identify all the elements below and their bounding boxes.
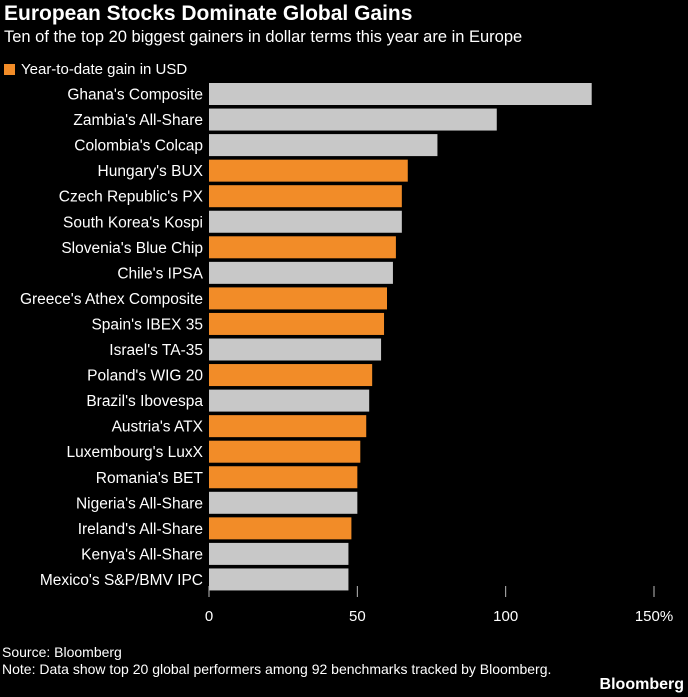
x-tick-label-1: 50 — [349, 608, 366, 625]
category-label-2: Colombia's Colcap — [74, 138, 203, 155]
chart-subtitle: Ten of the top 20 biggest gainers in dol… — [4, 28, 523, 46]
source-text: Source: Bloomberg — [2, 644, 122, 660]
legend: Year-to-date gain in USD — [4, 61, 187, 78]
bar-10 — [209, 338, 382, 361]
x-tick-label-3: 150% — [635, 608, 673, 625]
x-axis: 0 50 100 150% — [205, 586, 673, 625]
category-label-7: Chile's IPSA — [117, 265, 203, 282]
category-label-4: Czech Republic's PX — [59, 189, 204, 206]
bar-8 — [209, 287, 387, 310]
category-label-1: Zambia's All-Share — [73, 112, 203, 129]
category-label-10: Israel's TA-35 — [109, 342, 203, 359]
category-label-15: Romania's BET — [96, 470, 204, 487]
bar-9 — [209, 312, 385, 335]
bar-14 — [209, 440, 361, 463]
bar-18 — [209, 542, 349, 565]
legend-label: Year-to-date gain in USD — [21, 61, 188, 78]
category-label-18: Kenya's All-Share — [81, 546, 203, 563]
category-label-5: South Korea's Kospi — [63, 214, 203, 231]
category-labels: Ghana's Composite Zambia's All-Share Colom… — [20, 87, 204, 589]
category-label-12: Brazil's Ibovespa — [86, 393, 203, 410]
bar-2 — [209, 134, 438, 157]
note-text: Note: Data show top 20 global performers… — [2, 661, 552, 677]
category-label-11: Poland's WIG 20 — [87, 368, 203, 385]
bar-15 — [209, 466, 358, 489]
bar-12 — [209, 389, 370, 412]
bar-6 — [209, 236, 396, 259]
category-label-6: Slovenia's Blue Chip — [61, 240, 203, 257]
footer: Source: Bloomberg Note: Data show top 20… — [2, 644, 562, 678]
bar-19 — [209, 568, 349, 591]
bar-0 — [209, 83, 592, 105]
category-label-3: Hungary's BUX — [98, 163, 204, 180]
category-label-9: Spain's IBEX 35 — [91, 316, 203, 333]
bar-4 — [209, 185, 402, 208]
bar-1 — [209, 108, 497, 131]
bar-17 — [209, 517, 352, 540]
chart-title: European Stocks Dominate Global Gains — [4, 2, 413, 25]
x-tick-label-2: 100 — [493, 608, 518, 625]
bar-13 — [209, 415, 367, 438]
x-tick-label-0: 0 — [205, 608, 213, 625]
bar-7 — [209, 261, 393, 284]
category-label-0: Ghana's Composite — [67, 87, 203, 104]
bars-group — [209, 83, 592, 591]
bar-11 — [209, 364, 373, 387]
category-label-17: Ireland's All-Share — [78, 521, 203, 538]
bar-3 — [209, 159, 408, 182]
bar-16 — [209, 491, 358, 514]
bar-5 — [209, 210, 402, 233]
category-label-14: Luxembourg's LuxX — [66, 444, 203, 461]
category-label-16: Nigeria's All-Share — [76, 495, 203, 512]
category-label-19: Mexico's S&P/BMV IPC — [40, 572, 203, 589]
category-label-8: Greece's Athex Composite — [20, 291, 203, 308]
category-label-13: Austria's ATX — [112, 419, 204, 436]
bloomberg-logo: Bloomberg — [599, 676, 684, 693]
legend-swatch — [4, 64, 15, 75]
